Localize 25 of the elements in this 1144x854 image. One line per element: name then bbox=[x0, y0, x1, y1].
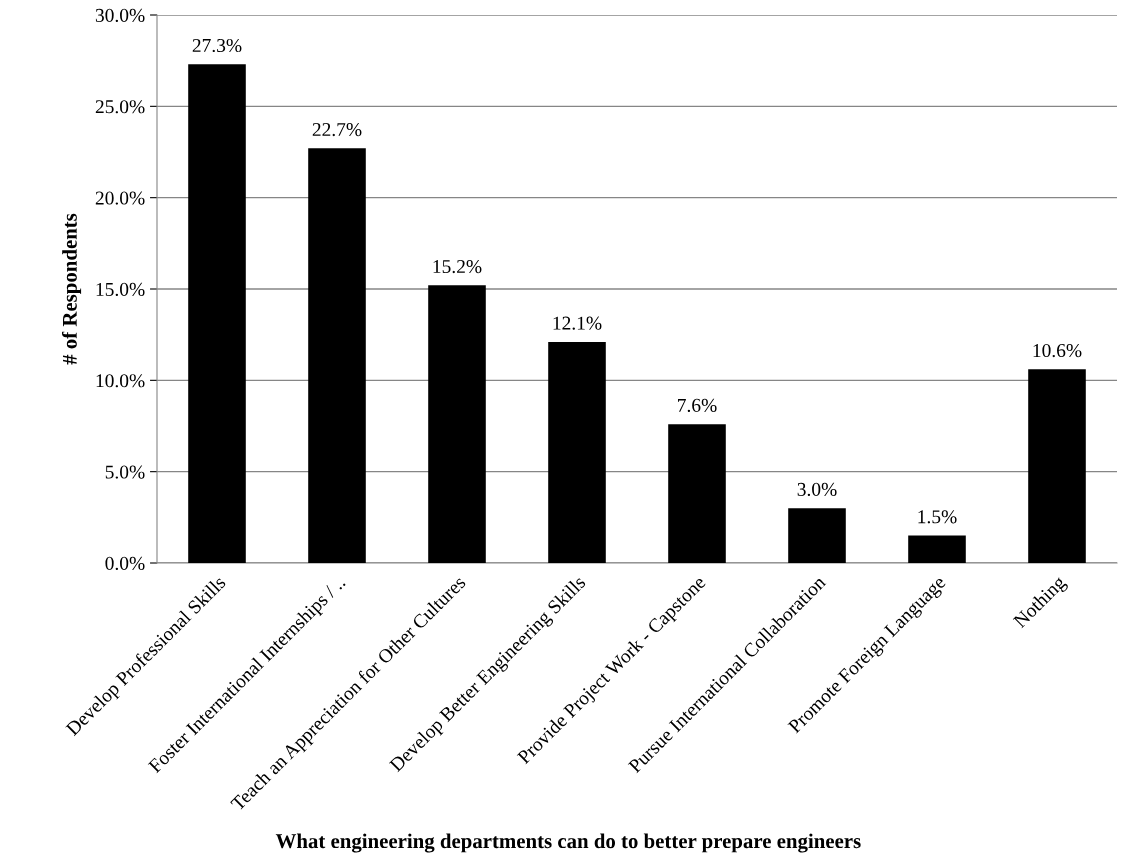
data-label: 1.5% bbox=[918, 510, 957, 524]
bar bbox=[1028, 369, 1086, 563]
data-label: 12.1% bbox=[553, 316, 602, 330]
bar bbox=[428, 285, 486, 563]
bar bbox=[188, 64, 246, 563]
y-tick-label: 20.0% bbox=[95, 191, 145, 205]
data-label: 3.0% bbox=[797, 482, 837, 496]
bar bbox=[308, 148, 366, 563]
y-tick-label: 10.0% bbox=[96, 374, 145, 388]
y-axis-title: # of Respondents bbox=[61, 213, 82, 365]
bar bbox=[788, 508, 846, 563]
data-label: 27.3% bbox=[192, 38, 242, 53]
y-tick-label: 25.0% bbox=[95, 100, 145, 114]
y-tick-label: 0.0% bbox=[105, 556, 145, 571]
y-tick-label: 30.0% bbox=[95, 8, 145, 23]
x-axis-title: What engineering departments can do to better prepare engineers bbox=[275, 833, 861, 853]
bar bbox=[908, 535, 966, 563]
y-tick-label: 5.0% bbox=[105, 465, 145, 479]
data-label: 7.6% bbox=[678, 398, 717, 412]
y-tick-label: 15.0% bbox=[96, 282, 145, 297]
bar bbox=[668, 424, 726, 563]
data-label: 22.7% bbox=[312, 122, 362, 137]
data-label: 10.6% bbox=[1033, 343, 1082, 358]
bar bbox=[548, 341, 606, 563]
data-label: 15.2% bbox=[433, 259, 482, 274]
